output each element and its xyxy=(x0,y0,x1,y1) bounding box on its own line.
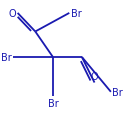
Text: Br: Br xyxy=(48,98,58,108)
Text: O: O xyxy=(9,9,16,19)
Text: O: O xyxy=(91,72,98,82)
Text: Br: Br xyxy=(112,87,123,97)
Text: Br: Br xyxy=(71,9,81,19)
Text: Br: Br xyxy=(1,53,11,62)
